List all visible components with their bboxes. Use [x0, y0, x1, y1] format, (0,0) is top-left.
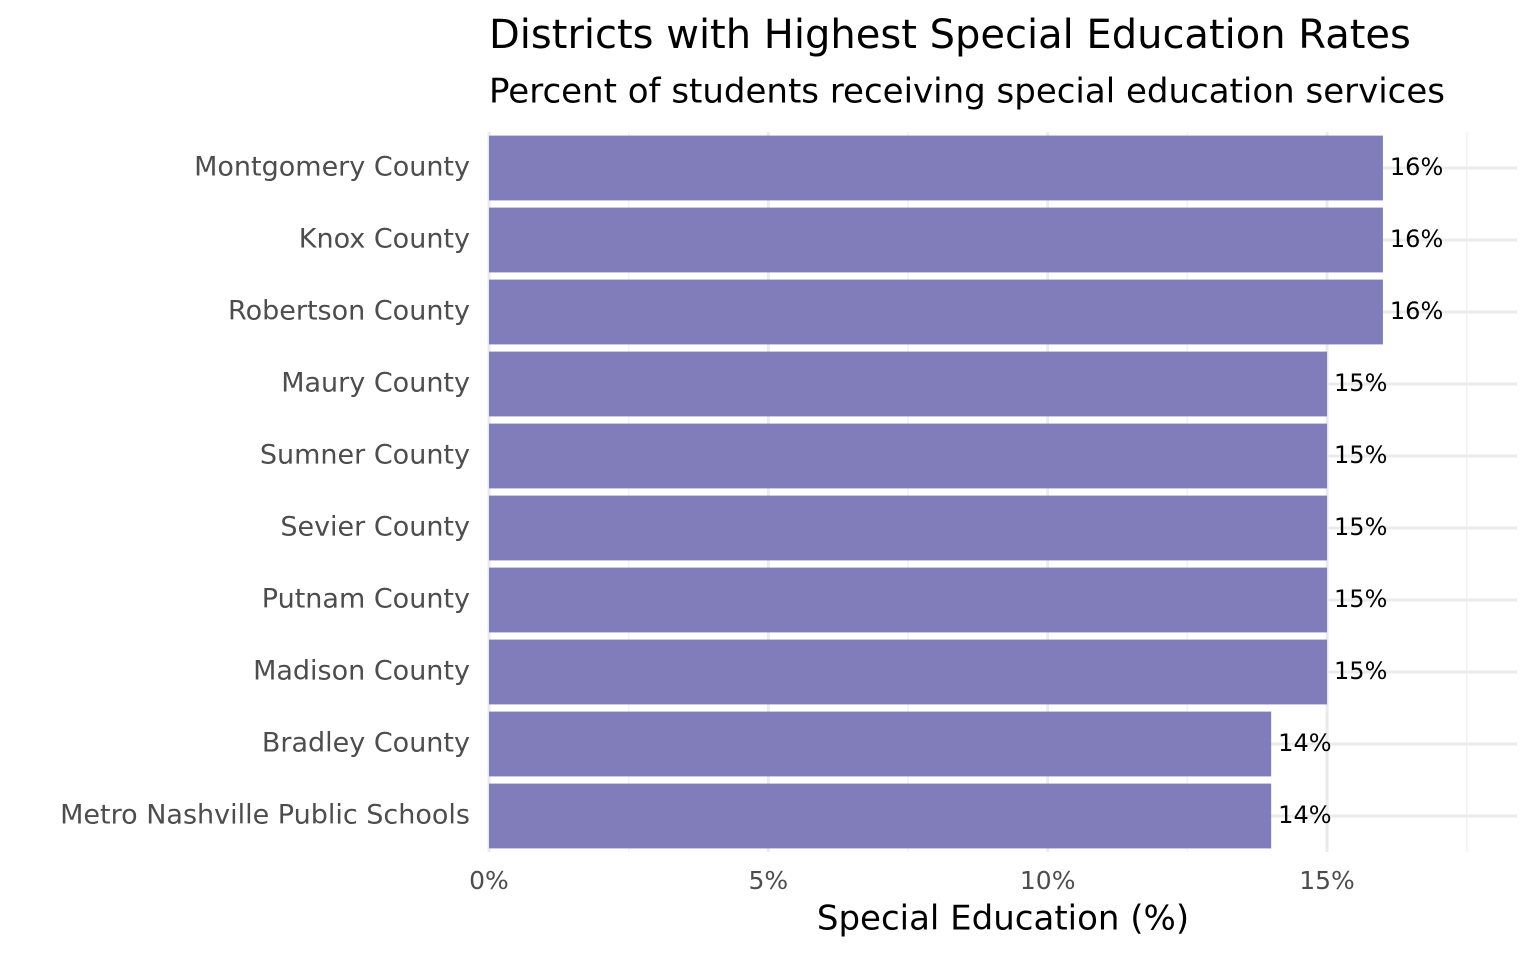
x-tick-label: 5%: [749, 866, 789, 895]
y-tick-label: Robertson County: [228, 296, 470, 327]
y-tick-label: Bradley County: [262, 728, 470, 759]
value-label: 16%: [1390, 297, 1443, 325]
y-tick-label: Sevier County: [280, 512, 470, 543]
value-label: 14%: [1278, 801, 1331, 829]
value-label: 15%: [1334, 441, 1387, 469]
x-tick-label: 10%: [1020, 866, 1076, 895]
chart-title: Districts with Highest Special Education…: [489, 12, 1411, 58]
value-label: 15%: [1334, 369, 1387, 397]
bar: [489, 495, 1328, 561]
value-label: 15%: [1334, 585, 1387, 613]
bar: [489, 639, 1328, 705]
bar: [489, 135, 1383, 201]
value-label: 16%: [1390, 153, 1443, 181]
y-tick-label: Sumner County: [260, 440, 470, 471]
value-label: 15%: [1334, 513, 1387, 541]
bar: [489, 711, 1272, 777]
chart-subtitle: Percent of students receiving special ed…: [489, 72, 1445, 112]
value-label: 16%: [1390, 225, 1443, 253]
x-tick-label: 0%: [469, 866, 509, 895]
y-tick-label: Maury County: [281, 368, 470, 399]
bar: [489, 207, 1383, 273]
y-tick-label: Madison County: [253, 656, 470, 687]
bar: [489, 279, 1383, 345]
y-tick-label: Montgomery County: [194, 152, 470, 183]
bar: [489, 351, 1328, 417]
bar: [489, 567, 1328, 633]
y-tick-label: Knox County: [299, 224, 470, 255]
bar: [489, 783, 1272, 849]
x-axis-title: Special Education (%): [817, 899, 1189, 939]
y-tick-label: Metro Nashville Public Schools: [60, 800, 470, 831]
x-tick-label: 15%: [1299, 866, 1355, 895]
value-label: 15%: [1334, 657, 1387, 685]
y-tick-label: Putnam County: [262, 584, 470, 615]
bar: [489, 423, 1328, 489]
value-label: 14%: [1278, 729, 1331, 757]
